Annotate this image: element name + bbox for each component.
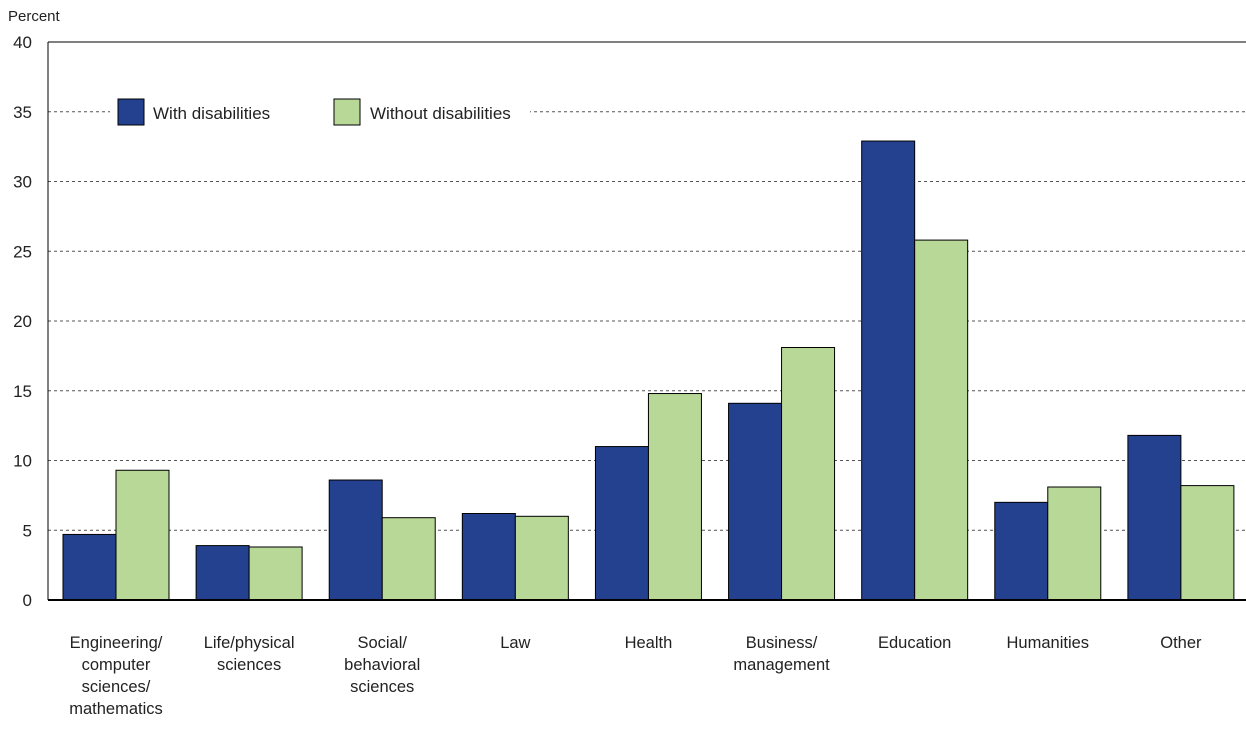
bar-without-disabilities xyxy=(914,239,969,601)
y-axis-title: Percent xyxy=(8,8,61,25)
x-category-label: Other xyxy=(1160,634,1202,652)
y-tick-label: 15 xyxy=(13,382,32,401)
bar-without-disabilities xyxy=(115,469,170,601)
y-tick-label: 0 xyxy=(23,591,32,610)
bar-without-disabilities xyxy=(1180,485,1235,601)
x-category-label: Education xyxy=(878,634,951,652)
x-category-label: Business/management xyxy=(733,634,830,674)
y-tick-label: 40 xyxy=(13,33,32,52)
legend: With disabilities Without disabilities xyxy=(110,96,530,128)
bar-with-disabilities xyxy=(994,501,1049,601)
bar-without-disabilities xyxy=(514,515,569,601)
x-category-label: Life/physical sciences xyxy=(204,634,295,674)
bar-without-disabilities xyxy=(248,546,303,601)
bar-with-disabilities xyxy=(328,479,383,601)
bar-with-disabilities xyxy=(461,513,516,601)
x-category-label: Engineering/computer sciences/mathematics xyxy=(69,634,163,718)
bar-without-disabilities xyxy=(381,517,436,601)
bar-with-disabilities xyxy=(195,545,250,601)
y-tick-label: 5 xyxy=(23,521,32,540)
x-category-labels: Engineering/computer sciences/mathematics… xyxy=(69,634,1202,718)
bar-without-disabilities xyxy=(647,393,702,601)
y-tick-label: 30 xyxy=(13,173,32,192)
x-category-label: Humanities xyxy=(1007,634,1090,652)
legend-label: Without disabilities xyxy=(370,104,511,123)
axes xyxy=(47,41,1246,601)
bar-with-disabilities xyxy=(728,402,783,601)
bar-without-disabilities xyxy=(781,347,836,601)
bar-with-disabilities xyxy=(1127,434,1182,601)
x-category-label: Law xyxy=(500,634,530,652)
bar-with-disabilities xyxy=(861,140,916,601)
y-tick-labels: 0 5 10 15 20 25 30 35 40 xyxy=(13,33,32,610)
y-tick-label: 10 xyxy=(13,452,32,471)
bars xyxy=(62,140,1235,601)
x-category-label: Social/behavioral sciences xyxy=(344,634,420,696)
legend-label: With disabilities xyxy=(153,104,270,123)
bar-with-disabilities xyxy=(594,446,649,601)
y-tick-label: 35 xyxy=(13,103,32,122)
legend-swatch xyxy=(117,98,145,126)
y-tick-label: 20 xyxy=(13,312,32,331)
bar-without-disabilities xyxy=(1047,486,1102,601)
x-category-label: Health xyxy=(625,634,673,652)
legend-swatch xyxy=(333,98,361,126)
y-tick-label: 25 xyxy=(13,242,32,261)
bar-with-disabilities xyxy=(62,533,117,601)
legend-background xyxy=(110,96,530,128)
